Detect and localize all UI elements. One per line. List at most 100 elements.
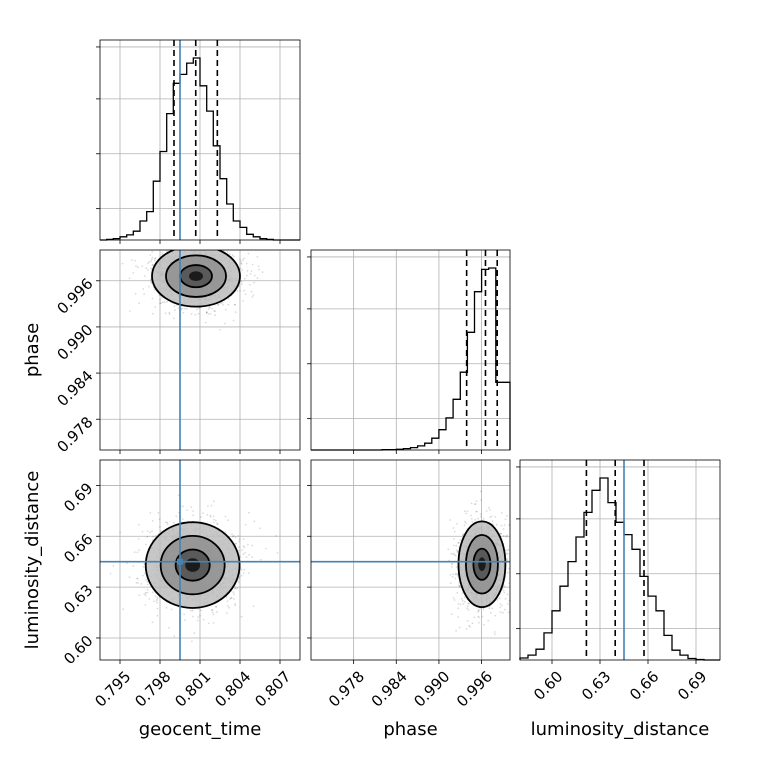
- sample-point: [224, 515, 227, 518]
- sample-point: [150, 281, 153, 283]
- sample-point: [198, 307, 201, 309]
- sample-point: [237, 581, 240, 584]
- sample-point: [207, 622, 210, 625]
- sample-point: [205, 311, 208, 314]
- sample-point: [457, 541, 460, 544]
- sample-point: [451, 562, 453, 565]
- sample-point: [452, 552, 455, 555]
- sample-point: [160, 296, 163, 299]
- sample-point: [156, 596, 159, 599]
- sample-point: [144, 604, 147, 606]
- sample-point: [144, 592, 147, 594]
- sample-point: [265, 547, 267, 550]
- sample-point: [212, 613, 215, 616]
- sample-point: [166, 521, 169, 524]
- sample-point: [240, 574, 243, 577]
- sample-point: [138, 302, 141, 305]
- sample-point: [148, 260, 151, 263]
- sample-point: [215, 605, 217, 608]
- sample-point: [202, 245, 204, 247]
- sample-point: [494, 515, 497, 518]
- sample-point: [191, 640, 193, 643]
- sample-point: [223, 244, 225, 246]
- sample-point: [224, 322, 226, 325]
- sample-point: [197, 616, 200, 618]
- sample-point: [464, 520, 466, 523]
- sample-point: [200, 609, 202, 612]
- sample-point: [244, 552, 247, 554]
- sample-point: [215, 611, 218, 614]
- sample-point: [168, 243, 170, 245]
- sample-point: [206, 513, 209, 516]
- sample-point: [196, 308, 198, 311]
- sample-point: [261, 271, 264, 273]
- sample-point: [156, 607, 159, 610]
- sample-point: [239, 289, 241, 292]
- sample-point: [245, 274, 248, 277]
- sample-point: [154, 595, 157, 598]
- sample-point: [502, 611, 504, 614]
- sample-point: [153, 600, 155, 603]
- sample-point: [251, 556, 254, 558]
- sample-point: [145, 267, 148, 270]
- sample-point: [458, 626, 461, 629]
- sample-point: [240, 569, 243, 571]
- sample-point: [465, 522, 467, 524]
- sample-point: [238, 540, 241, 543]
- sample-point: [470, 517, 473, 520]
- plot-area: [100, 243, 300, 450]
- sample-point: [474, 518, 477, 521]
- sample-point: [216, 522, 218, 525]
- sample-point: [503, 608, 506, 611]
- sample-point: [182, 245, 184, 247]
- sample-point: [242, 259, 244, 261]
- sample-point: [275, 535, 277, 537]
- sample-point: [466, 620, 469, 622]
- sample-point: [205, 311, 208, 314]
- sample-point: [250, 270, 253, 272]
- sample-point: [191, 609, 194, 612]
- sample-point: [463, 510, 466, 513]
- sample-point: [130, 259, 133, 261]
- sample-point: [503, 524, 506, 526]
- sample-point: [155, 599, 158, 602]
- sample-point: [195, 245, 197, 247]
- sample-point: [467, 602, 469, 605]
- sample-point: [457, 584, 460, 587]
- sample-point: [226, 605, 229, 607]
- sample-point: [467, 605, 469, 608]
- sample-point: [242, 300, 245, 302]
- sample-point: [475, 510, 477, 513]
- sample-point: [468, 602, 470, 605]
- sample-point: [189, 609, 192, 612]
- sample-point: [242, 553, 245, 555]
- sample-point: [465, 628, 468, 630]
- sample-point: [250, 290, 253, 293]
- contour-line: [159, 534, 226, 596]
- sample-point: [221, 301, 224, 304]
- sample-point: [450, 552, 453, 555]
- sample-point: [477, 609, 480, 612]
- sample-point: [175, 515, 178, 518]
- sample-point: [180, 248, 182, 250]
- sample-point: [151, 256, 154, 259]
- sample-point: [217, 303, 219, 306]
- sample-point: [152, 264, 154, 266]
- sample-point: [251, 263, 254, 266]
- sample-point: [207, 245, 209, 247]
- sample-point: [461, 600, 464, 602]
- sample-point: [163, 301, 166, 304]
- sample-point: [463, 596, 466, 599]
- sample-point: [217, 304, 220, 306]
- sample-point: [503, 591, 506, 594]
- sample-point: [142, 288, 145, 290]
- sample-point: [500, 524, 503, 527]
- sample-point: [208, 305, 211, 308]
- sample-point: [155, 534, 157, 537]
- sample-point: [174, 309, 176, 312]
- sample-point: [239, 556, 242, 558]
- sample-point: [234, 536, 237, 539]
- sample-point: [186, 509, 189, 511]
- sample-point: [168, 248, 170, 250]
- sample-point: [249, 273, 252, 275]
